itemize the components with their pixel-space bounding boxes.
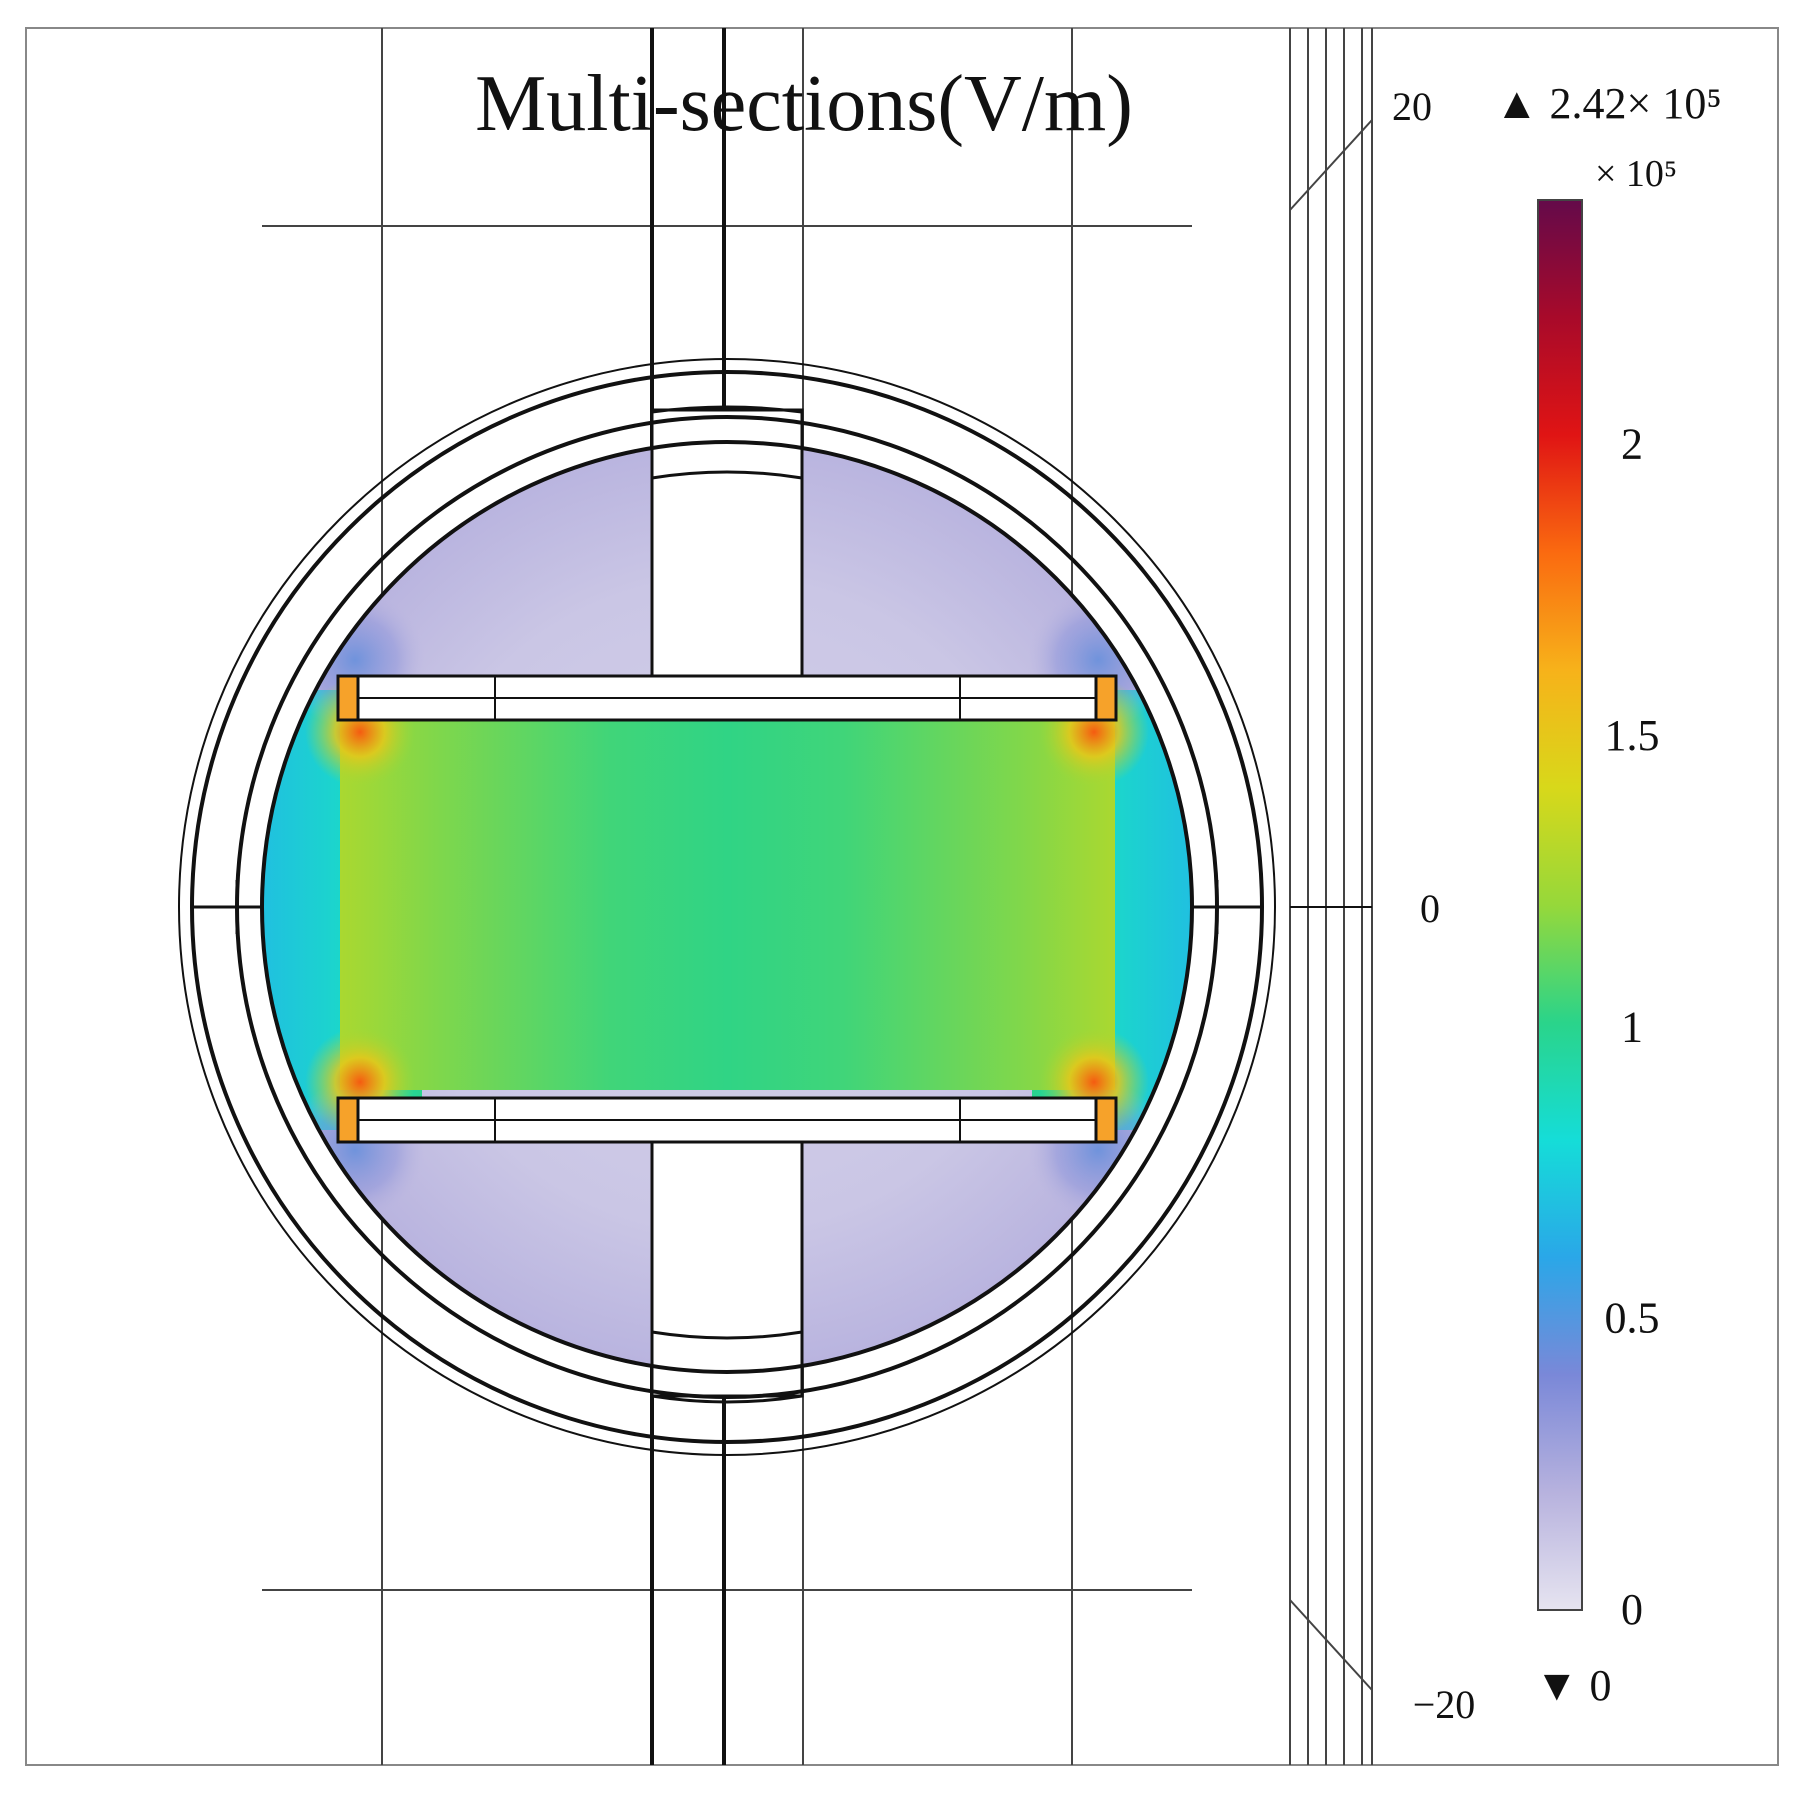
electrode-tip-br <box>1094 1096 1118 1144</box>
colorbar-tick-label: 1.5 <box>1605 711 1660 760</box>
colorbar: ▲ 2.42× 10⁵ × 10⁵ ▼ 0 0 0.5 1 1.5 2 <box>1495 79 1722 1710</box>
electrode-tip-bl <box>336 1096 360 1144</box>
colorbar-max-label: ▲ 2.42× 10⁵ <box>1495 79 1722 128</box>
colorbar-tick-label: 1 <box>1621 1002 1643 1051</box>
colorbar-tick-label: 2 <box>1621 420 1643 469</box>
y-tick-label: 0 <box>1420 886 1440 931</box>
window-arcs <box>651 405 803 1404</box>
electrodes <box>336 408 1118 1398</box>
center-markers <box>192 880 1262 934</box>
top-window <box>650 408 804 690</box>
electrode-tip-tl <box>336 674 360 722</box>
geometry-lines <box>262 28 1373 1765</box>
colorbar-scale-label: × 10⁵ <box>1595 153 1677 195</box>
y-tick-label: 20 <box>1392 84 1432 129</box>
colorbar-tick-label: 0.5 <box>1605 1294 1660 1343</box>
electrode-tip-tr <box>1094 674 1118 722</box>
colorbar-gradient <box>1537 199 1583 1611</box>
y-tick-label: −20 <box>1413 1682 1476 1727</box>
bottom-window <box>650 1124 804 1398</box>
colorbar-min-label: ▼ 0 <box>1535 1661 1612 1710</box>
colorbar-tick-label: 0 <box>1621 1585 1643 1634</box>
chart-title: Multi-sections(V/m) <box>475 60 1133 148</box>
central-field-band <box>340 718 1115 1090</box>
